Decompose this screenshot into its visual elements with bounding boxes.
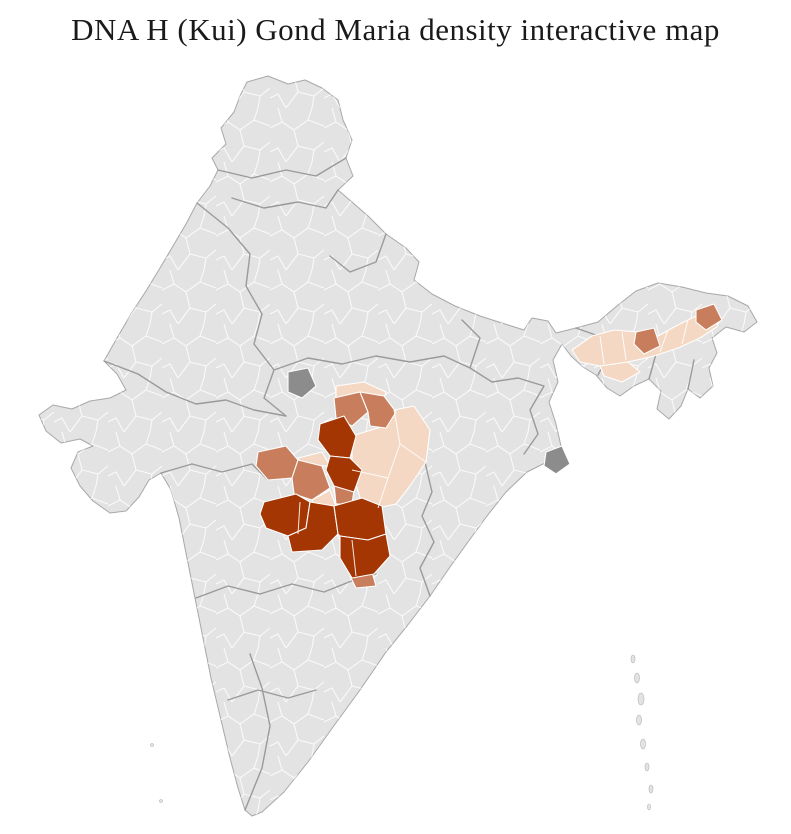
district-medium-density[interactable] xyxy=(695,303,723,331)
island[interactable] xyxy=(634,672,640,684)
island[interactable] xyxy=(637,692,645,706)
island[interactable] xyxy=(630,654,636,664)
india-density-map-svg[interactable] xyxy=(0,62,791,834)
district-medium-density[interactable] xyxy=(633,327,661,355)
island[interactable] xyxy=(636,714,642,726)
island[interactable] xyxy=(159,799,163,803)
island[interactable] xyxy=(647,803,651,811)
island[interactable] xyxy=(644,762,650,772)
island[interactable] xyxy=(640,738,646,750)
district-low-density[interactable] xyxy=(599,361,641,383)
district-no-data[interactable] xyxy=(287,367,317,399)
districts-no-data xyxy=(287,367,571,475)
district-high-density[interactable] xyxy=(287,501,339,553)
island-chain xyxy=(150,654,654,811)
district-medium-density[interactable] xyxy=(359,391,397,429)
district-subdivision-lines xyxy=(297,319,689,577)
district-high-density[interactable] xyxy=(333,497,387,541)
district-no-data[interactable] xyxy=(543,445,571,475)
district-high-density[interactable] xyxy=(325,455,363,493)
island[interactable] xyxy=(150,743,154,747)
map-container xyxy=(0,62,791,834)
districts-low-density xyxy=(297,311,719,513)
island[interactable] xyxy=(648,784,654,794)
districts-medium-density xyxy=(255,303,723,589)
districts-high-density xyxy=(259,415,391,579)
map-title: DNA H (Kui) Gond Maria density interacti… xyxy=(71,12,720,47)
